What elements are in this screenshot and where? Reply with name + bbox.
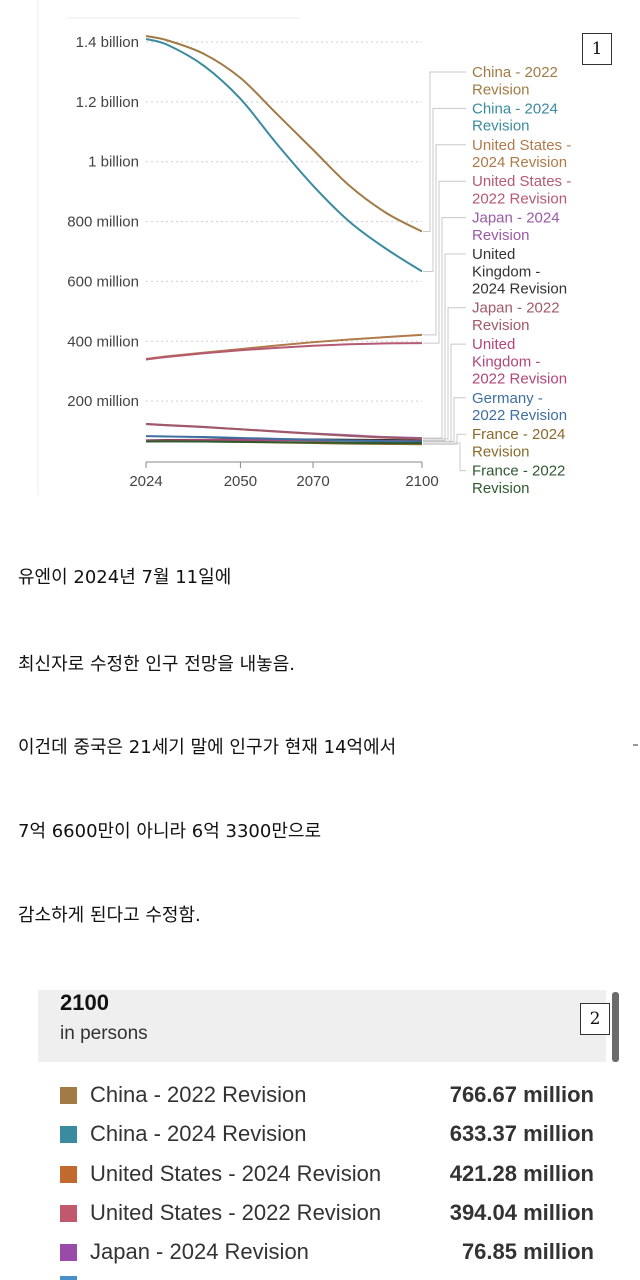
legend-leader-line (423, 433, 466, 445)
legend-label: France - 2024 (472, 426, 565, 443)
edge-marker (633, 744, 638, 746)
legend-label: France - 2022 (472, 463, 565, 480)
y-tick-label: 1.4 billion (76, 34, 139, 51)
table-year: 2100 (60, 990, 109, 1015)
legend-label: United States - (472, 137, 571, 154)
legend-label: Revision (472, 227, 530, 244)
partial-next-swatch (60, 1276, 77, 1280)
legend-label: Kingdom - (472, 263, 540, 280)
legend-swatch (60, 1126, 77, 1144)
legend-label: China - 2022 (472, 64, 558, 81)
series-line-0 (145, 35, 423, 233)
legend-swatch (60, 1087, 77, 1104)
text-line-5: 감소하게 된다고 수정함. (18, 905, 201, 926)
x-tick-label: 2070 (296, 473, 329, 490)
legend-leader-line (423, 397, 466, 443)
legend-label: Germany - (472, 390, 543, 407)
legend-label: United (472, 246, 515, 263)
legend-leader-line (423, 442, 466, 472)
legend-label: Revision (472, 444, 530, 461)
legend-label: United States - (472, 173, 571, 190)
legend-leader-line (423, 180, 466, 344)
row-series-name: China - 2022 Revision (90, 1082, 307, 1107)
legend-label: 2022 Revision (472, 407, 567, 424)
row-value: 76.85 million (461, 1239, 594, 1265)
legend-leader-line (423, 217, 466, 439)
legend-leader-line (423, 71, 466, 233)
row-series-name: Japan - 2024 Revision (90, 1239, 309, 1265)
population-chart-panel: 1.4 billion 1.2 billion 1 billion 800 milli… (0, 0, 640, 500)
series-line-1 (145, 38, 423, 273)
legend-leader-line (423, 144, 466, 336)
series-line-3 (145, 342, 423, 361)
y-tick-label: 200 million (67, 393, 139, 410)
figure-badge-2: 2 (580, 1003, 610, 1035)
table-row: United States - 2024 Revision 421.28 mill… (38, 1155, 606, 1194)
legend-label: Revision (472, 81, 530, 98)
x-tick-label: 2024 (129, 473, 162, 490)
series-line-10 (145, 440, 423, 445)
table-row: United States - 2022 Revision 394.04 mill… (38, 1194, 606, 1233)
legend-leader-line (423, 253, 466, 441)
legend-label: Revision (472, 480, 530, 497)
population-line-chart: 1.4 billion 1.2 billion 1 billion 800 milli… (37, 0, 571, 497)
row-series-name: United States - 2022 Revision (90, 1199, 382, 1225)
y-tick-label: 1.2 billion (76, 94, 139, 111)
table-header: 2100 in persons (38, 990, 606, 1062)
legend-label: Kingdom - (472, 353, 540, 370)
table-scrollbar[interactable] (612, 992, 619, 1062)
figure-badge-1: 1 (582, 33, 612, 65)
legend-label: Revision (472, 118, 530, 135)
y-tick-label: 400 million (67, 333, 139, 350)
legend-label: Japan - 2022 (472, 300, 560, 317)
table-row: Japan - 2024 Revision 76.85 million (38, 1233, 606, 1272)
row-value: 394.04 million (449, 1199, 594, 1225)
y-tick-label: 800 million (67, 214, 139, 231)
text-line-3: 이건데 중국은 21세기 말에 인구가 현재 14억에서 (18, 737, 397, 758)
values-table: 2100 in persons China - 2022 Revision 766… (38, 990, 606, 1280)
text-line-1: 유엔이 2024년 7월 11일에 (18, 567, 232, 588)
legend-leader-line (423, 107, 466, 272)
row-series-name: China - 2024 Revision (90, 1121, 307, 1147)
y-tick-label: 600 million (67, 273, 139, 290)
table-row: China - 2024 Revision 633.37 million (38, 1115, 606, 1154)
legend-label: China - 2024 (472, 100, 558, 117)
x-tick-label: 2100 (405, 473, 438, 490)
series-line-6 (145, 422, 423, 440)
legend-swatch (60, 1165, 77, 1183)
series-line-8 (145, 435, 423, 443)
row-value: 633.37 million (449, 1121, 594, 1147)
y-tick-label: 1 billion (88, 154, 139, 171)
table-unit: in persons (60, 1023, 148, 1044)
row-value: 766.67 million (449, 1082, 594, 1107)
legend-label: 2022 Revision (472, 371, 567, 388)
row-value: 421.28 million (449, 1160, 594, 1186)
legend-leader-line (423, 307, 466, 440)
legend-label: United (472, 336, 515, 353)
text-line-4: 7억 6600만이 아니라 6억 3300만으로 (18, 821, 322, 842)
legend-swatch (60, 1244, 77, 1262)
legend-label: 2022 Revision (472, 191, 567, 208)
table-row: China - 2022 Revision 766.67 million (38, 1076, 606, 1115)
legend-label: 2024 Revision (472, 281, 567, 298)
row-series-name: United States - 2024 Revision (90, 1160, 382, 1186)
text-line-2: 최신자로 수정한 인구 전망을 내놓음. (18, 654, 296, 675)
x-tick-label: 2050 (224, 473, 257, 490)
legend-swatch (60, 1204, 77, 1222)
legend-label: Japan - 2024 (472, 210, 560, 227)
legend-label: 2024 Revision (472, 154, 567, 171)
legend-label: Revision (472, 317, 530, 334)
